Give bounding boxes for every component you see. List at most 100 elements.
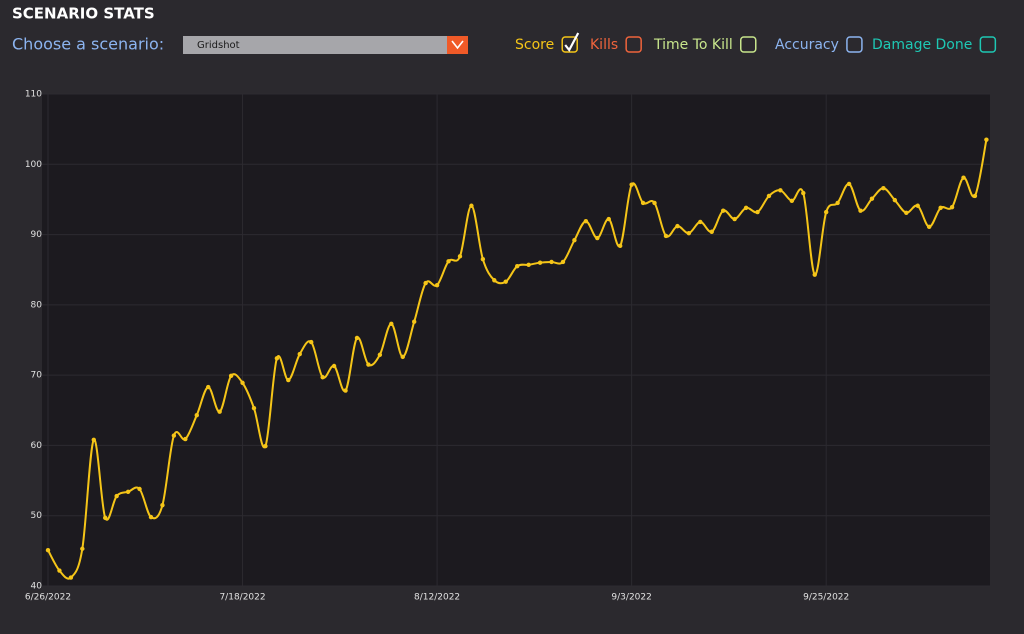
- data-point: [446, 259, 451, 264]
- plot-area: [42, 94, 990, 586]
- data-point: [183, 436, 188, 442]
- dropdown-box[interactable]: [183, 36, 447, 54]
- data-point: [137, 486, 142, 492]
- data-point: [686, 230, 692, 236]
- toggle-label[interactable]: Accuracy: [775, 37, 839, 53]
- data-point: [858, 208, 863, 213]
- toggle[interactable]: Time To Kill: [653, 36, 757, 53]
- data-point: [434, 282, 440, 288]
- y-tick-label: 50: [31, 511, 43, 521]
- x-tick-label: 8/12/2022: [414, 593, 460, 603]
- y-tick-label: 80: [31, 300, 43, 310]
- toggle-label[interactable]: Kills: [590, 37, 618, 53]
- data-point: [45, 547, 51, 553]
- dropdown[interactable]: Gridshot: [183, 36, 468, 54]
- data-point: [720, 208, 726, 213]
- toggle-checkbox[interactable]: [846, 36, 863, 53]
- data-point: [652, 200, 657, 206]
- data-point: [194, 413, 199, 418]
- data-point: [663, 233, 669, 239]
- chart: 40 50 60 70 80 90 100 110 6/26/2022 7/18/2022 8/12…: [25, 90, 990, 603]
- data-point: [309, 339, 314, 345]
- data-point: [286, 377, 291, 383]
- data-point: [228, 373, 234, 379]
- data-point: [766, 193, 772, 199]
- data-point: [835, 200, 840, 206]
- y-tick-label: 40: [31, 582, 43, 592]
- data-point: [583, 219, 589, 224]
- data-point: [926, 224, 932, 230]
- data-point: [389, 321, 394, 327]
- data-point: [617, 243, 623, 249]
- data-point: [526, 262, 531, 267]
- data-point: [595, 235, 600, 241]
- data-point: [217, 409, 222, 414]
- data-point: [915, 203, 920, 208]
- data-point: [560, 259, 566, 265]
- data-point: [709, 229, 714, 234]
- data-point: [171, 433, 177, 438]
- data-point: [274, 356, 280, 361]
- data-point: [812, 272, 817, 277]
- data-point: [377, 352, 383, 357]
- data-point: [938, 205, 943, 211]
- x-tick-label: 7/18/2022: [219, 593, 265, 603]
- data-point: [91, 437, 96, 443]
- toggle-checkbox[interactable]: [979, 36, 997, 53]
- x-tick-label: 6/26/2022: [25, 593, 71, 603]
- toggle-checkbox[interactable]: [625, 36, 642, 53]
- data-point: [240, 380, 245, 386]
- data-point: [206, 384, 211, 390]
- data-point: [343, 388, 348, 393]
- toggles: Score Kills Time To Kill Accuracy Damage Don…: [515, 32, 997, 53]
- toggle[interactable]: Accuracy: [775, 36, 863, 53]
- data-point: [251, 405, 257, 411]
- toggle-checkbox[interactable]: [740, 36, 757, 53]
- toggle[interactable]: Damage Done: [872, 36, 997, 53]
- dropdown-value[interactable]: Gridshot: [197, 40, 240, 51]
- toggle-label[interactable]: Damage Done: [872, 37, 972, 53]
- data-point: [743, 205, 749, 211]
- data-point: [331, 363, 337, 369]
- data-point: [869, 196, 875, 201]
- data-point: [480, 256, 486, 262]
- data-point: [949, 204, 955, 210]
- data-point: [80, 546, 85, 551]
- data-point: [904, 210, 909, 215]
- data-point: [892, 197, 898, 203]
- data-point: [492, 278, 497, 283]
- data-point: [68, 575, 74, 580]
- data-point: [881, 185, 886, 191]
- data-point: [148, 514, 154, 520]
- data-point: [366, 362, 371, 367]
- data-point: [354, 335, 360, 341]
- toggle-label[interactable]: Score: [515, 37, 554, 53]
- toggle-checkbox[interactable]: [561, 36, 578, 53]
- toggle[interactable]: Kills: [590, 36, 642, 53]
- x-tick-label: 9/3/2022: [611, 593, 651, 603]
- toggle-label[interactable]: Time To Kill: [653, 37, 733, 53]
- data-point: [160, 502, 165, 508]
- data-point: [675, 223, 680, 229]
- check-mark: [564, 32, 580, 52]
- data-point: [469, 203, 474, 208]
- data-point: [984, 137, 989, 142]
- data-point: [572, 237, 577, 243]
- data-point: [457, 254, 463, 259]
- y-tick-label: 110: [25, 90, 42, 100]
- data-point: [515, 264, 520, 269]
- data-point: [103, 515, 108, 521]
- dropdown-button[interactable]: [447, 36, 468, 54]
- data-point: [698, 219, 703, 225]
- data-point: [961, 175, 966, 180]
- data-point: [629, 182, 634, 187]
- data-point: [297, 351, 302, 357]
- toggle[interactable]: Score: [515, 32, 580, 53]
- data-point: [57, 568, 62, 573]
- data-point: [549, 259, 554, 265]
- y-tick-label: 60: [31, 441, 43, 451]
- data-point: [823, 209, 829, 215]
- dropdown-arrow: [451, 40, 464, 50]
- data-point: [755, 209, 760, 215]
